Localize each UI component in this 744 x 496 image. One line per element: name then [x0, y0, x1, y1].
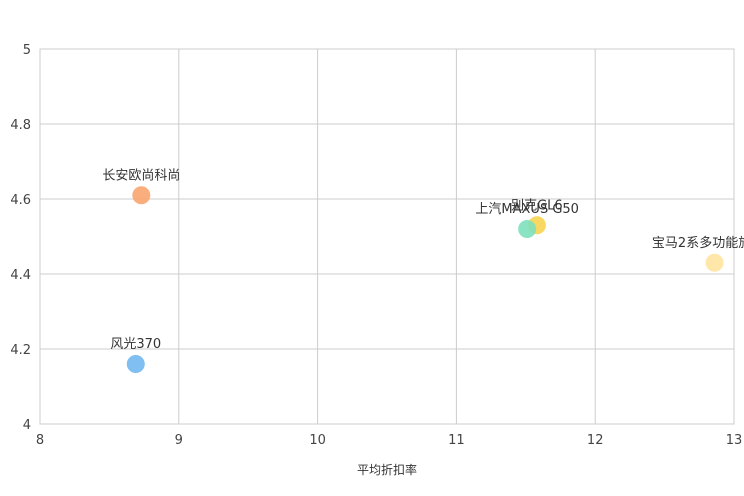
x-tick-label: 9 — [175, 433, 183, 448]
y-tick-label: 4.2 — [10, 343, 31, 358]
y-tick-label: 5 — [23, 43, 31, 58]
y-tick-label: 4.6 — [10, 193, 31, 208]
grid-layer — [39, 48, 735, 425]
data-point-label: 风光370 — [110, 337, 161, 352]
plot-frame — [39, 48, 735, 425]
y-tick-label: 4.4 — [10, 268, 31, 283]
x-axis-label: 平均折扣率 — [357, 462, 417, 477]
data-points — [126, 186, 724, 373]
x-tick-label: 12 — [587, 433, 604, 448]
x-axis-ticks: 8 9 10 11 12 13 — [36, 433, 742, 448]
data-point-label: 上汽MAXUS G50 — [475, 202, 579, 217]
data-point[interactable] — [518, 220, 537, 238]
x-tick-label: 10 — [309, 433, 326, 448]
y-axis-ticks: 4 4.2 4.4 4.6 4.8 5 — [10, 43, 31, 433]
data-point[interactable] — [705, 253, 724, 272]
x-tick-label: 8 — [36, 433, 44, 448]
data-point[interactable] — [132, 186, 151, 205]
y-tick-label: 4.8 — [10, 118, 31, 133]
data-point-label: 宝马2系多功能旅行车 — [652, 235, 744, 251]
data-point-label: 别克GL6 — [511, 198, 563, 213]
y-tick-label: 4 — [23, 418, 31, 433]
data-point[interactable] — [126, 355, 145, 373]
x-tick-label: 13 — [726, 433, 743, 448]
data-point-label: 长安欧尚科尚 — [102, 168, 180, 183]
x-tick-label: 11 — [448, 433, 465, 448]
